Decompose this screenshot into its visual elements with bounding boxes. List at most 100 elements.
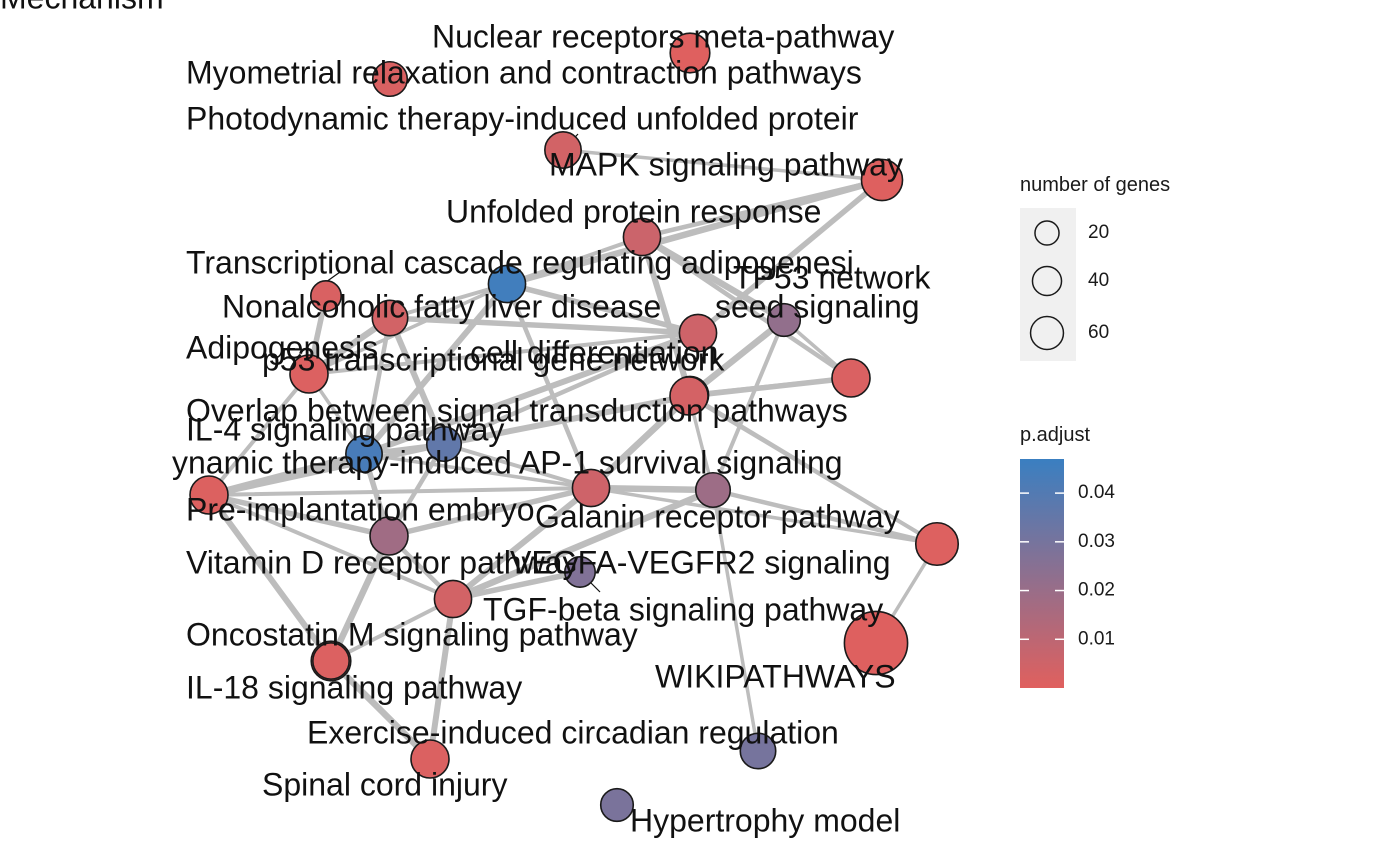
- node-vegfa_small: [564, 556, 596, 588]
- color-legend-title: p.adjust: [1020, 424, 1090, 446]
- node-label-nafld: Nonalcoholic fatty liver disease: [222, 288, 661, 324]
- edge-mechanism-ap1: [442, 442, 593, 490]
- color-legend-tick-label: 0.02: [1078, 580, 1115, 601]
- node-label-vitd: Vitamin D receptor pathway: [186, 544, 578, 580]
- node-mapk: [860, 158, 904, 202]
- node-label-il4: IL-4 signaling pathway: [186, 411, 504, 447]
- node-transcriptional: [487, 264, 527, 304]
- size-legend-label-20: 20: [1088, 222, 1109, 243]
- node-label-vegfa: VEGFA-VEGFR2 signaling: [510, 544, 891, 580]
- size-legend-label-60: 60: [1088, 322, 1109, 343]
- node-vitd: [369, 516, 409, 556]
- node-label-wikipathways: WIKIPATHWAYS: [655, 658, 896, 694]
- edge-il18-spinal: [327, 657, 434, 763]
- edge-overlap-ap1: [587, 392, 693, 492]
- node-il18: [312, 642, 350, 680]
- edge-preimplantation-oncostatin: [206, 492, 334, 664]
- node-preimplantation: [189, 475, 229, 515]
- node-label-mapk: MAPK signaling pathway: [549, 146, 903, 182]
- edge-mechanism-preimplantation: [206, 441, 447, 498]
- edge-nafld-cell_diff: [387, 315, 701, 336]
- edge-ap1-vitd: [386, 485, 594, 539]
- edge-transcriptional-nafld: [504, 281, 701, 336]
- node-label-adipogenesis: Adipogenesis: [186, 329, 378, 365]
- node-label-p53: p53 transcriptional gene network: [262, 341, 726, 377]
- node-tp53: [766, 302, 802, 338]
- edge-unfolded-tp53: [638, 233, 788, 324]
- edge-il4-ap1: [362, 452, 593, 490]
- edge-tgfb-spinal: [427, 596, 456, 762]
- edge-nafld-il4: [361, 330, 701, 457]
- edge-tp53-galanin: [711, 318, 786, 492]
- node-vegfa: [914, 521, 960, 567]
- network-nodes: [189, 32, 960, 823]
- edge-ap1-tgfb: [450, 485, 594, 602]
- node-exercise: [739, 732, 777, 770]
- color-legend-tick-label: 0.01: [1078, 628, 1115, 649]
- size-legend-circle-40: [1031, 265, 1063, 297]
- edge-overlap-mechanism: [441, 393, 692, 447]
- color-legend-tick-label: 0.04: [1078, 482, 1115, 503]
- edge-preimplantation-vitd: [206, 492, 392, 539]
- node-nafld: [678, 313, 718, 353]
- edge-preimplantation-tgfb: [207, 493, 455, 601]
- edge-galanin-exercise: [711, 488, 760, 753]
- node-overlap: [669, 376, 709, 416]
- node-cell_diff: [371, 299, 409, 337]
- node-ap1: [571, 468, 611, 508]
- edge-unfolded-transcriptional: [505, 235, 644, 286]
- node-myometrial: [371, 60, 409, 98]
- node-label-preimplantation: Pre-implantation embryo: [186, 491, 535, 527]
- node-label-cell_diff: cell differentiation: [470, 334, 718, 370]
- edge-galanin-vegfa: [710, 487, 940, 547]
- edge-mapk-transcriptional: [503, 176, 886, 288]
- edge-mapk-photo_unfolded: [561, 148, 884, 182]
- edge-galanin-tgfb: [449, 486, 717, 603]
- node-spinal: [410, 739, 450, 779]
- edge-ap1-galanin: [587, 484, 717, 494]
- edge-ap1-vegfa: [589, 486, 939, 546]
- edge-mapk-nafld: [695, 177, 885, 336]
- node-hypertrophy: [599, 787, 635, 823]
- edge-transcriptional-il4: [361, 281, 510, 457]
- node-small_left: [310, 280, 342, 312]
- edge-transcriptional-cell_diff: [388, 282, 509, 320]
- edge-nafld-mechanism: [441, 330, 701, 447]
- node-nuclear: [669, 32, 711, 74]
- size-legend-label-40: 40: [1088, 270, 1109, 291]
- node-wikipathways: [843, 610, 909, 676]
- size-legend-title: number of genes: [1020, 174, 1170, 196]
- node-label-nuclear: Nuclear receptors meta-pathway: [432, 18, 894, 54]
- size-legend: number of genes 20 40 60: [1020, 174, 1170, 361]
- node-p53: [831, 358, 871, 398]
- node-galanin: [694, 471, 732, 509]
- size-legend-circle-60: [1029, 315, 1065, 351]
- edge-unfolded-seed_signaling: [639, 234, 693, 398]
- node-label-galanin: Galanin receptor pathway: [535, 498, 900, 534]
- node-labels: Nuclear receptors meta-pathwayMyometrial…: [0, 0, 931, 838]
- node-tgfb: [433, 579, 473, 619]
- node-unfolded: [622, 217, 662, 257]
- edge-overlap-p53: [686, 375, 854, 399]
- edge-cell_diff-il4: [361, 315, 393, 457]
- node-label-tgfb: TGF-beta signaling pathway: [483, 591, 883, 627]
- node-label-myometrial: Myometrial relaxation and contraction pa…: [186, 54, 862, 90]
- node-label-transcriptional: Transcriptional cascade regulating adipo…: [186, 244, 854, 280]
- edge-transcriptional-adipogenesis: [307, 282, 509, 376]
- node-label-overlap: Overlap between signal transduction path…: [186, 392, 848, 428]
- node-label-seed_signaling: seed signaling: [715, 288, 920, 324]
- edge-vitd-il18: [329, 534, 391, 663]
- edge-adipogenesis-preimplantation: [207, 372, 311, 497]
- node-label-oncostatin: Oncostatin M signaling pathway: [186, 616, 638, 652]
- color-bar: [1020, 459, 1064, 688]
- node-mechanism: [425, 425, 463, 463]
- edge-tgfb-vegfa_small: [450, 569, 583, 602]
- node-label-il18: IL-18 signaling pathway: [186, 669, 522, 705]
- edge-nafld-adipogenesis: [307, 331, 700, 376]
- color-legend: p.adjust 0.04 0.03 0.02 0.01: [1020, 424, 1115, 688]
- node-label-hypertrophy: Hypertrophy model: [630, 802, 900, 838]
- node-adipogenesis: [289, 354, 329, 394]
- node-label-ap1: ynamic therapy-induced AP-1 survival sig…: [172, 444, 843, 480]
- edge-cell_diff-mechanism: [387, 315, 447, 447]
